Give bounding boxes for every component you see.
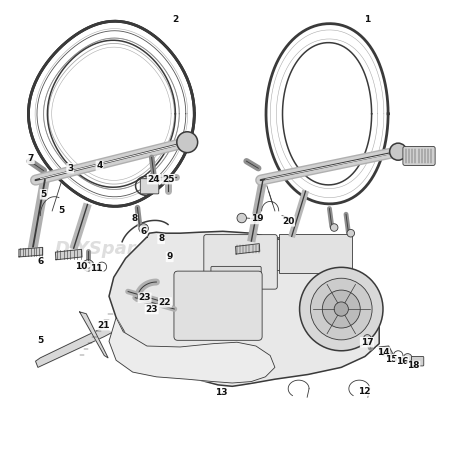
Text: 2: 2: [172, 16, 179, 24]
Text: 17: 17: [361, 338, 373, 346]
Polygon shape: [19, 247, 43, 257]
Text: 11: 11: [91, 264, 103, 273]
Text: 24: 24: [148, 175, 160, 183]
Text: 5: 5: [37, 336, 44, 345]
Text: 13: 13: [215, 388, 227, 397]
Text: 5: 5: [40, 190, 47, 199]
Circle shape: [334, 302, 348, 316]
Polygon shape: [36, 327, 111, 367]
Text: 7: 7: [27, 155, 34, 163]
Text: 8: 8: [158, 235, 164, 243]
Text: 6: 6: [37, 257, 44, 266]
FancyBboxPatch shape: [211, 266, 261, 305]
Circle shape: [85, 263, 91, 268]
FancyBboxPatch shape: [279, 234, 352, 273]
Text: 9: 9: [166, 253, 173, 261]
Text: 10: 10: [75, 262, 88, 271]
Text: 4: 4: [96, 162, 103, 170]
Text: 18: 18: [407, 362, 419, 370]
Circle shape: [82, 260, 94, 271]
Circle shape: [300, 267, 383, 351]
Polygon shape: [379, 346, 392, 358]
Text: 21: 21: [97, 321, 109, 329]
Text: 8: 8: [131, 215, 137, 223]
Text: 22: 22: [159, 298, 171, 307]
Polygon shape: [55, 249, 82, 260]
Circle shape: [403, 354, 412, 362]
Text: 1: 1: [364, 16, 371, 24]
Text: 5: 5: [58, 206, 65, 215]
FancyBboxPatch shape: [140, 179, 159, 194]
Polygon shape: [80, 312, 108, 358]
FancyBboxPatch shape: [403, 146, 435, 165]
Text: 16: 16: [396, 357, 408, 365]
Text: 23: 23: [138, 293, 151, 302]
Circle shape: [177, 132, 198, 153]
Circle shape: [139, 224, 148, 233]
Text: 6: 6: [140, 227, 147, 236]
FancyBboxPatch shape: [204, 235, 277, 289]
Polygon shape: [109, 231, 379, 386]
Text: 23: 23: [146, 305, 158, 313]
Text: 3: 3: [67, 164, 73, 173]
Circle shape: [330, 224, 338, 231]
Text: 14: 14: [377, 348, 389, 356]
Circle shape: [390, 143, 407, 160]
Circle shape: [237, 213, 246, 223]
Polygon shape: [236, 244, 260, 254]
Polygon shape: [109, 318, 275, 383]
Circle shape: [364, 335, 371, 342]
Circle shape: [347, 229, 355, 237]
Text: 20: 20: [282, 217, 294, 226]
Circle shape: [322, 290, 360, 328]
Text: 19: 19: [251, 215, 263, 223]
Text: DIYSpareParts.com: DIYSpareParts.com: [54, 240, 249, 258]
Text: 15: 15: [385, 355, 398, 364]
Text: 12: 12: [358, 387, 370, 395]
FancyBboxPatch shape: [411, 356, 424, 366]
FancyBboxPatch shape: [174, 271, 262, 340]
Text: 25: 25: [162, 175, 174, 183]
Circle shape: [310, 278, 372, 340]
